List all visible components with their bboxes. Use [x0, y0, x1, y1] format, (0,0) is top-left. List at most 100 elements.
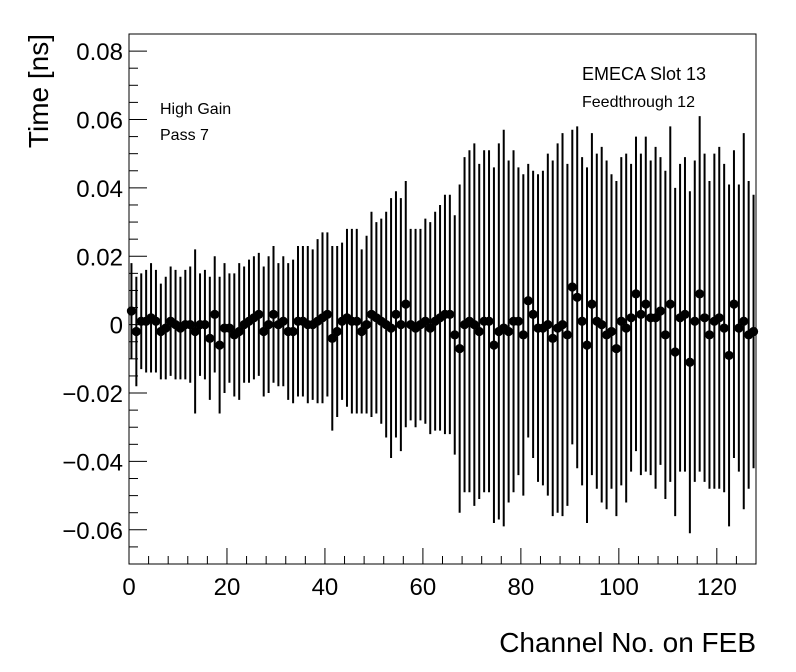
x-tick-label: 120 [697, 574, 737, 601]
data-point [513, 316, 524, 326]
data-point [474, 326, 484, 337]
data-point [126, 306, 137, 316]
data-point [748, 326, 759, 337]
data-point [734, 323, 744, 333]
y-tick-label: 0.04 [76, 176, 123, 203]
annotation-feedthrough: Feedthrough 12 [582, 94, 695, 111]
data-point [562, 330, 573, 340]
data-point [621, 323, 631, 333]
data-point [469, 320, 479, 330]
data-point [665, 299, 675, 309]
x-tick-label: 0 [122, 574, 135, 601]
x-tick-label: 80 [508, 574, 535, 601]
data-point [597, 320, 607, 330]
data-point [557, 320, 568, 330]
data-point [234, 326, 244, 337]
data-point [268, 309, 279, 319]
data-point [655, 306, 666, 316]
data-point [205, 333, 215, 343]
x-tick-label: 40 [312, 574, 339, 601]
data-point [361, 320, 372, 330]
data-point [489, 340, 499, 350]
data-point [401, 299, 411, 309]
data-point [445, 309, 455, 319]
data-point [396, 320, 406, 330]
data-point [200, 320, 210, 330]
annotation-slot: EMECA Slot 13 [582, 64, 706, 84]
data-point [631, 289, 641, 299]
data-point [190, 326, 200, 337]
x-axis-title: Channel No. on FEB [499, 627, 756, 658]
data-point [528, 309, 538, 319]
data-point [224, 323, 235, 333]
data-point [332, 326, 342, 337]
data-point [695, 289, 705, 299]
data-point [724, 350, 734, 361]
data-point [582, 340, 592, 350]
data-point [626, 313, 636, 323]
data-point [606, 326, 617, 337]
data-point [636, 309, 646, 319]
data-point [572, 292, 582, 302]
data-point [455, 343, 465, 354]
data-point [504, 326, 514, 337]
data-point [264, 320, 274, 330]
data-point [650, 313, 661, 323]
y-tick-label: −0.06 [62, 518, 123, 545]
data-point [484, 316, 494, 326]
data-point [685, 357, 695, 367]
x-tick-label: 100 [599, 574, 639, 601]
data-point [185, 320, 195, 330]
data-point [714, 313, 724, 323]
data-point [161, 323, 171, 333]
data-point [523, 296, 533, 306]
data-point [690, 316, 700, 326]
x-tick-label: 60 [410, 574, 437, 601]
data-point [288, 326, 298, 337]
data-point [151, 316, 161, 326]
data-point [450, 330, 460, 340]
data-points [126, 282, 759, 367]
data-point [131, 326, 141, 337]
data-point [386, 323, 396, 333]
data-point [704, 330, 715, 340]
data-point [352, 316, 362, 326]
data-point [391, 309, 401, 319]
y-axis-title: Time [ns] [23, 34, 54, 148]
y-tick-label: 0 [110, 313, 123, 340]
data-point [215, 340, 225, 350]
x-tick-label: 20 [214, 574, 241, 601]
y-tick-label: 0.08 [76, 39, 123, 66]
y-axis-tick-labels: −0.06 −0.04 −0.02 0 0.02 0.04 0.06 0.08 [62, 39, 123, 545]
data-point [210, 309, 220, 319]
data-point [278, 316, 288, 326]
y-tick-label: −0.02 [62, 381, 123, 408]
y-tick-label: 0.02 [76, 244, 123, 271]
data-point [259, 326, 269, 337]
data-point [254, 309, 264, 319]
y-tick-label: −0.04 [62, 449, 123, 476]
data-point [611, 343, 621, 354]
data-point [641, 299, 651, 309]
data-point [699, 313, 710, 323]
data-point [739, 316, 749, 326]
data-point [567, 282, 577, 292]
data-point [518, 330, 528, 340]
data-point [543, 320, 553, 330]
data-point [670, 347, 680, 357]
data-point [357, 326, 367, 337]
annotation-gain: High Gain [160, 101, 231, 118]
data-point [425, 323, 435, 333]
data-point [577, 316, 587, 326]
x-axis-ticks [128, 548, 757, 564]
data-point [322, 309, 332, 319]
data-point [587, 299, 597, 309]
annotation-pass: Pass 7 [160, 127, 209, 144]
data-point [327, 333, 337, 343]
data-point [680, 309, 690, 319]
x-axis-tick-labels: 0 20 40 60 80 100 120 [122, 574, 737, 601]
data-point [616, 316, 626, 326]
y-tick-label: 0.06 [76, 107, 123, 134]
data-point [660, 330, 670, 340]
